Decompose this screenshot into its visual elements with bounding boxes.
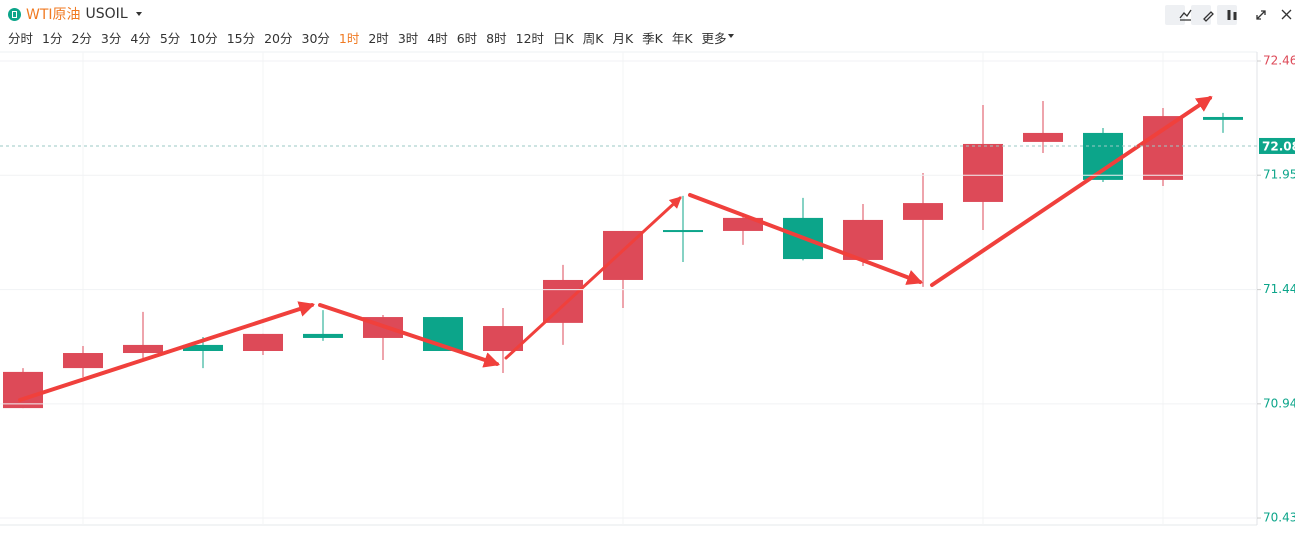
- candle-body: [1083, 132, 1123, 180]
- arrow: [504, 196, 682, 360]
- candle-body: [1143, 116, 1183, 180]
- timeframe-button[interactable]: 20分: [264, 31, 293, 46]
- arrow: [318, 303, 501, 368]
- current-price-label: 72.087: [1262, 139, 1295, 153]
- timeframe-button[interactable]: 年K: [671, 31, 693, 46]
- y-tick-label: 70.432: [1263, 511, 1295, 525]
- icon: [1281, 9, 1292, 20]
- symbol-icon: [8, 7, 21, 21]
- timeframe-button[interactable]: 3时: [397, 31, 419, 46]
- timeframe-bar: 分时 1分 2分 3分 4分 5分 10分 15分 20分 30分 1时 2时 3时 4时 6时 8时 12时日…: [8, 28, 734, 47]
- symbol-selector[interactable]: WTI原油 USOIL: [8, 4, 142, 24]
- candle-body: [543, 279, 583, 323]
- timeframe-button[interactable]: 2时: [368, 31, 389, 46]
- y-tick-label: 72.465: [1263, 53, 1295, 67]
- trend-arrows: [18, 96, 1213, 402]
- arrow: [688, 193, 923, 285]
- candle-tool[interactable]: [1217, 5, 1237, 25]
- candle-body: [123, 344, 163, 354]
- timeframe-button[interactable]: 8时: [486, 31, 507, 46]
- y-tick-label: 71.957: [1263, 168, 1295, 182]
- timeframe-button[interactable]: 12时: [515, 31, 545, 46]
- draw-tool[interactable]: [1191, 5, 1211, 25]
- timeframe-button[interactable]: 4分: [130, 31, 151, 46]
- icon: [1179, 9, 1192, 21]
- icon: [1227, 10, 1237, 20]
- timeframe-button[interactable]: 更多: [701, 31, 727, 46]
- candle-body: [63, 353, 103, 369]
- candle-body: [1203, 116, 1243, 120]
- candle-body: [183, 344, 223, 351]
- timeframe-button[interactable]: 2分: [71, 31, 92, 46]
- candle-body: [903, 203, 943, 220]
- icon: [1203, 11, 1214, 22]
- timeframe-button[interactable]: 周K: [582, 31, 604, 46]
- timeframe-button[interactable]: 6时: [456, 31, 478, 46]
- candle-body: [243, 333, 283, 351]
- candle-body: [723, 217, 763, 231]
- timeframe-button[interactable]: 30分: [301, 31, 330, 46]
- candle-body: [1023, 132, 1063, 142]
- candle-body: [303, 333, 343, 338]
- tool-icons: [1179, 9, 1292, 22]
- y-tick-label: 70.94: [1263, 396, 1295, 410]
- timeframe-button[interactable]: 10分: [189, 31, 218, 46]
- timeframe-button[interactable]: 1时: [338, 31, 360, 46]
- dropdown-caret: [727, 34, 734, 38]
- y-tick-label: 71.448: [1263, 282, 1295, 296]
- timeframe-button[interactable]: 4时: [427, 31, 448, 46]
- candles: [3, 101, 1243, 409]
- candle-body: [663, 230, 703, 233]
- current-price-box: [1259, 137, 1295, 154]
- timeframe-button[interactable]: 3分: [100, 31, 122, 46]
- arrow: [930, 96, 1213, 287]
- timeframe-button[interactable]: 季K: [642, 31, 663, 46]
- icon: [1256, 10, 1266, 20]
- dropdown-caret: [135, 12, 142, 16]
- candle-body: [3, 371, 43, 409]
- candle-body: [963, 143, 1003, 202]
- timeframe-button[interactable]: 1分: [42, 31, 63, 46]
- timeframe-button[interactable]: 月K: [612, 31, 634, 46]
- arrow: [18, 301, 316, 402]
- timeframe-button[interactable]: 5分: [159, 31, 181, 46]
- timeframe-button[interactable]: 日K: [553, 31, 574, 46]
- symbol-name: WTI原油: [26, 7, 81, 23]
- symbol-code: USOIL: [85, 6, 128, 22]
- timeframe-button[interactable]: 分时: [8, 31, 34, 46]
- timeframe-button[interactable]: 15分: [226, 31, 256, 46]
